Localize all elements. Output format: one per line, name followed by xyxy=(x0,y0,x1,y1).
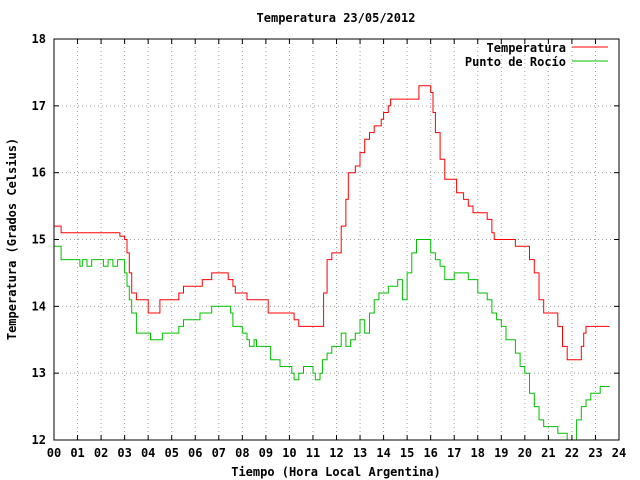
y-tick-label: 15 xyxy=(32,233,46,247)
x-tick-label: 12 xyxy=(329,446,343,460)
legend-label-punto-de-rocio: Punto de Rocío xyxy=(465,55,566,69)
x-tick-label: 01 xyxy=(70,446,84,460)
y-tick-label: 14 xyxy=(32,299,46,313)
y-tick-label: 12 xyxy=(32,433,46,447)
y-tick-label: 13 xyxy=(32,366,46,380)
x-tick-label: 23 xyxy=(588,446,602,460)
series-line-temperatura xyxy=(54,85,610,361)
chart-title: Temperatura 23/05/2012 xyxy=(257,11,416,25)
x-tick-label: 04 xyxy=(141,446,155,460)
y-tick-label: 18 xyxy=(32,32,46,46)
x-tick-label: 06 xyxy=(188,446,202,460)
x-tick-label: 05 xyxy=(164,446,178,460)
x-tick-label: 16 xyxy=(423,446,437,460)
series-layer xyxy=(54,85,610,441)
x-tick-label: 03 xyxy=(117,446,131,460)
x-tick-label: 17 xyxy=(447,446,461,460)
ticks-layer: 00 01 02 03 04 05 06 07 08 09 10 11 12 13 14 15 16 17 18 19… xyxy=(32,32,627,460)
plot-frame xyxy=(53,38,620,441)
x-tick-label: 02 xyxy=(94,446,108,460)
series-line-punto-de-rocio xyxy=(54,239,610,441)
y-tick-label: 17 xyxy=(32,99,46,113)
x-tick-label: 14 xyxy=(376,446,390,460)
x-tick-label: 19 xyxy=(494,446,508,460)
y-tick-label: 16 xyxy=(32,166,46,180)
x-axis-label: Tiempo (Hora Local Argentina) xyxy=(231,465,441,479)
x-tick-label: 08 xyxy=(235,446,249,460)
x-tick-label: 07 xyxy=(212,446,226,460)
x-tick-label: 22 xyxy=(565,446,579,460)
legend: Temperatura Punto de Rocío xyxy=(465,41,608,69)
x-tick-label: 10 xyxy=(282,446,296,460)
x-tick-label: 20 xyxy=(518,446,532,460)
x-tick-label: 21 xyxy=(541,446,555,460)
legend-label-temperatura: Temperatura xyxy=(487,41,566,55)
x-tick-label: 24 xyxy=(612,446,626,460)
y-axis-label: Temperatura (Grados Celsius) xyxy=(5,138,19,340)
x-tick-label: 18 xyxy=(471,446,485,460)
x-tick-label: 13 xyxy=(353,446,367,460)
x-tick-label: 15 xyxy=(400,446,414,460)
x-tick-label: 00 xyxy=(47,446,61,460)
x-tick-label: 09 xyxy=(259,446,273,460)
x-tick-label: 11 xyxy=(306,446,320,460)
